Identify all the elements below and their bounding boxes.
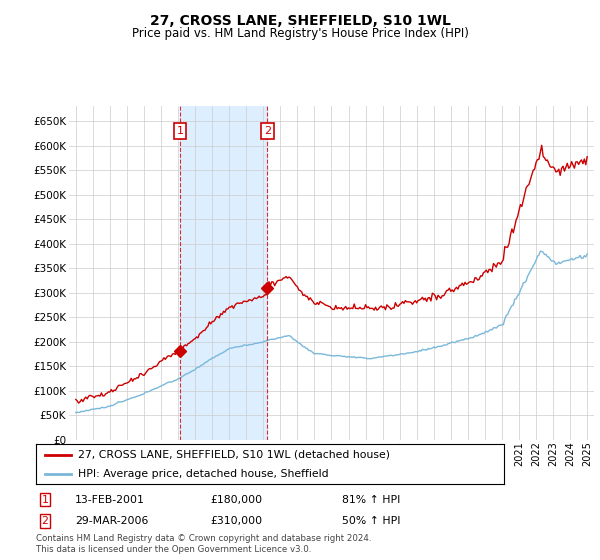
Text: 2: 2 <box>41 516 49 526</box>
Text: 27, CROSS LANE, SHEFFIELD, S10 1WL (detached house): 27, CROSS LANE, SHEFFIELD, S10 1WL (deta… <box>78 450 390 460</box>
Text: Contains HM Land Registry data © Crown copyright and database right 2024.: Contains HM Land Registry data © Crown c… <box>36 534 371 543</box>
Text: This data is licensed under the Open Government Licence v3.0.: This data is licensed under the Open Gov… <box>36 545 311 554</box>
Text: 27, CROSS LANE, SHEFFIELD, S10 1WL: 27, CROSS LANE, SHEFFIELD, S10 1WL <box>149 14 451 28</box>
Text: 1: 1 <box>176 126 184 136</box>
Text: £310,000: £310,000 <box>210 516 262 526</box>
Text: 13-FEB-2001: 13-FEB-2001 <box>75 494 145 505</box>
Text: Price paid vs. HM Land Registry's House Price Index (HPI): Price paid vs. HM Land Registry's House … <box>131 27 469 40</box>
Text: HPI: Average price, detached house, Sheffield: HPI: Average price, detached house, Shef… <box>78 469 329 478</box>
Text: £180,000: £180,000 <box>210 494 262 505</box>
Text: 81% ↑ HPI: 81% ↑ HPI <box>342 494 400 505</box>
Bar <box>180 106 268 440</box>
Text: 2: 2 <box>264 126 271 136</box>
Text: 29-MAR-2006: 29-MAR-2006 <box>75 516 148 526</box>
Text: 1: 1 <box>41 494 49 505</box>
Text: 50% ↑ HPI: 50% ↑ HPI <box>342 516 401 526</box>
